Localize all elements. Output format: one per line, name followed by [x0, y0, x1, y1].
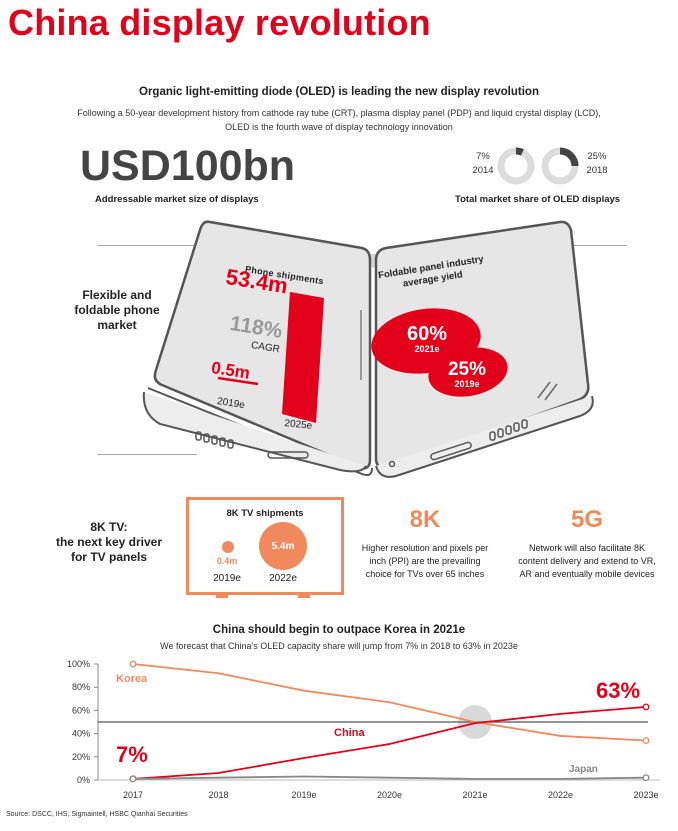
k8-desc-line1: Higher resolution and pixels per [361, 543, 489, 553]
phone-slot [537, 381, 551, 399]
share-2014-pct: 7% [476, 151, 490, 162]
g5-desc-line3: AR and eventually mobile devices [519, 569, 655, 579]
series-point-japan [129, 775, 137, 783]
flexible-label-line2: foldable phone [74, 303, 160, 317]
china-end-annotation: 63% [596, 678, 640, 703]
yield-2021e: 60% 2021e [382, 324, 472, 354]
series-point-korea [129, 660, 137, 668]
chart-subtitle: We forecast that China's OLED capacity s… [160, 641, 518, 651]
line-chart: 0% 20% 40% 60% 80% 100% 2017 2018 2019e 2020e 2021… [67, 659, 660, 800]
series-point-china [642, 703, 650, 711]
shipment-bar-2025e [282, 292, 324, 423]
series-line-japan [132, 775, 647, 780]
tv-bubbles [222, 522, 307, 570]
x-tick-label: 2021e [462, 790, 487, 800]
share-2018-year: 2018 [586, 165, 608, 176]
flexible-label-line1: Flexible and [82, 288, 152, 302]
market-size-value: USD100bn [80, 142, 296, 190]
page-title: China display revolution [8, 2, 431, 43]
chart-title: China should begin to outpace Korea in 2… [212, 624, 466, 636]
g5-title: 5G [570, 506, 603, 533]
shipment-bar-2019e [217, 376, 259, 386]
yield-2021e-year: 2021e [414, 344, 440, 354]
china-start-annotation: 7% [116, 742, 148, 767]
x-tick-label: 2019e [291, 790, 316, 800]
tv-2022e-value: 5.4m [271, 541, 295, 552]
tv-2019e-year: 2019e [213, 573, 241, 584]
flexible-section-label: Flexible and foldable phone market [62, 288, 172, 333]
y-tick-label: 40% [72, 729, 90, 739]
series-point-korea [642, 737, 650, 745]
series-line-korea [132, 663, 647, 742]
divider [97, 454, 197, 455]
phone-left-base [142, 391, 367, 473]
g5-desc-line1: Network will also facilitate 8K [528, 543, 646, 553]
tv-section-label: 8K TV: the next key driver for TV panels [44, 520, 174, 565]
phone-slot [544, 383, 558, 401]
x-tick-label: 2022e [548, 790, 573, 800]
tv-box-title: 8K TV shipments [226, 508, 304, 519]
phone-buttons-right [388, 419, 528, 468]
divider [97, 245, 197, 246]
y-tick-label: 60% [72, 705, 90, 715]
divider [565, 245, 627, 246]
series-point-japan [642, 774, 650, 782]
series-label-japan: Japan [569, 764, 598, 775]
y-tick-label: 20% [72, 752, 90, 762]
source-note: Source: DSCC, IHS, Sigmaintell, HSBC Qia… [6, 811, 188, 818]
x-tick-label: 2018 [208, 790, 228, 800]
oled-share-caption: Total market share of OLED displays [455, 194, 621, 205]
k8-desc-line2: inch (PPI) are the prevailing [369, 556, 481, 566]
oled-share-donuts [497, 147, 579, 185]
yield-2019e-year: 2019e [454, 379, 480, 389]
intro-heading: Organic light-emitting diode (OLED) is l… [139, 86, 539, 98]
x-tick-label: 2017 [123, 790, 143, 800]
tv-label-line1: 8K TV: [90, 520, 128, 534]
share-2018-pct: 25% [587, 151, 607, 162]
donut-2014 [497, 147, 535, 185]
donut-2018 [541, 147, 579, 185]
series-label-china: China [334, 727, 365, 739]
tv-stand-right [298, 592, 310, 598]
tv-bubble-2022e [259, 522, 307, 570]
yield-2021e-value: 60% [406, 323, 448, 345]
market-size-caption: Addressable market size of displays [95, 194, 259, 205]
k8-title: 8K [409, 506, 441, 533]
intro-line-2: OLED is the fourth wave of display techn… [225, 122, 453, 132]
share-2014-year: 2014 [472, 165, 494, 176]
flexible-label-line3: market [97, 318, 137, 332]
tv-2019e-value: 0.4m [216, 556, 238, 566]
tv-label-line3: for TV panels [70, 550, 147, 564]
tv-label-line2: the next key driver [55, 535, 163, 549]
phone-buttons-left [195, 431, 309, 459]
g5-description: Network will also facilitate 8K content … [502, 542, 672, 581]
tv-bubble-2019e [222, 541, 234, 553]
k8-desc-line3: choice for TVs over 65 inches [365, 569, 485, 579]
yield-ellipse-2019e [428, 347, 508, 397]
yield-2019e: 25% 2019e [432, 360, 502, 389]
y-tick-label: 80% [72, 682, 90, 692]
intro-line-1: Following a 50-year development history … [77, 108, 601, 118]
series-line-china [132, 706, 647, 780]
yield-2019e-value: 25% [447, 359, 487, 380]
tv-stand-left [216, 592, 228, 598]
y-tick-label: 0% [77, 775, 90, 785]
tv-2022e-year: 2022e [269, 573, 297, 584]
x-tick-label: 2023e [633, 790, 658, 800]
g5-desc-line2: content delivery and extend to VR, [518, 556, 656, 566]
series-label-korea: Korea [116, 673, 148, 685]
phone-left-edge [147, 387, 373, 477]
x-tick-label: 2020e [377, 790, 402, 800]
foldable-phone-graphic [142, 220, 594, 478]
k8-description: Higher resolution and pixels per inch (P… [340, 542, 510, 581]
y-tick-label: 100% [67, 659, 90, 669]
